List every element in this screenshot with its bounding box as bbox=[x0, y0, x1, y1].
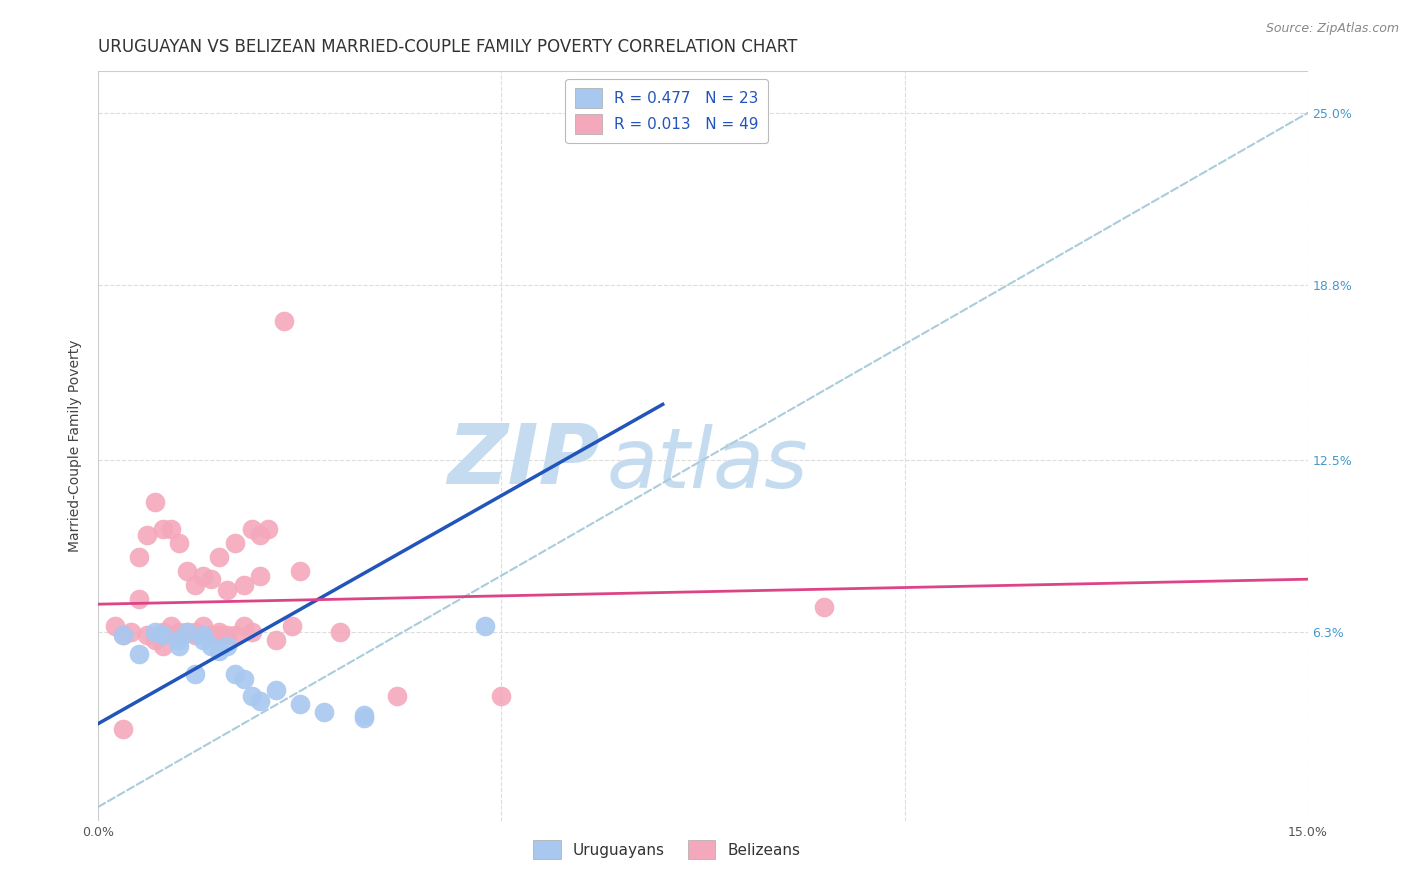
Point bbox=[184, 578, 207, 592]
Point bbox=[143, 494, 166, 508]
Point bbox=[152, 628, 174, 642]
Point bbox=[167, 628, 190, 642]
Point bbox=[232, 672, 254, 686]
Point bbox=[111, 628, 134, 642]
Point bbox=[813, 599, 835, 614]
Point bbox=[217, 583, 239, 598]
Point bbox=[184, 666, 207, 681]
Point bbox=[167, 633, 190, 648]
Y-axis label: Married-Couple Family Poverty: Married-Couple Family Poverty bbox=[69, 340, 83, 552]
Point bbox=[176, 564, 198, 578]
Point bbox=[103, 619, 125, 633]
Point bbox=[249, 569, 271, 583]
Text: atlas: atlas bbox=[606, 425, 808, 505]
Point bbox=[232, 619, 254, 633]
Point bbox=[111, 628, 134, 642]
Point bbox=[256, 522, 278, 536]
Point bbox=[314, 706, 336, 720]
Point bbox=[264, 683, 287, 698]
Point bbox=[281, 619, 304, 633]
Point bbox=[217, 628, 239, 642]
Point bbox=[491, 689, 513, 703]
Point bbox=[184, 624, 207, 639]
Point bbox=[474, 619, 496, 633]
Point bbox=[160, 619, 183, 633]
Point bbox=[217, 639, 239, 653]
Text: ZIP: ZIP bbox=[447, 420, 600, 501]
Point bbox=[176, 624, 198, 639]
Point bbox=[288, 697, 311, 711]
Legend: Uruguayans, Belizeans: Uruguayans, Belizeans bbox=[527, 834, 807, 865]
Point bbox=[128, 647, 150, 661]
Point bbox=[193, 633, 215, 648]
Point bbox=[143, 624, 166, 639]
Point bbox=[193, 628, 215, 642]
Point bbox=[329, 624, 352, 639]
Point bbox=[232, 578, 254, 592]
Point bbox=[208, 624, 231, 639]
Point bbox=[152, 522, 174, 536]
Point bbox=[167, 624, 190, 639]
Point bbox=[160, 522, 183, 536]
Point bbox=[385, 689, 408, 703]
Point bbox=[249, 528, 271, 542]
Text: Source: ZipAtlas.com: Source: ZipAtlas.com bbox=[1265, 22, 1399, 36]
Text: URUGUAYAN VS BELIZEAN MARRIED-COUPLE FAMILY POVERTY CORRELATION CHART: URUGUAYAN VS BELIZEAN MARRIED-COUPLE FAM… bbox=[98, 38, 797, 56]
Point bbox=[128, 549, 150, 564]
Point bbox=[273, 314, 295, 328]
Point bbox=[176, 624, 198, 639]
Point bbox=[143, 633, 166, 648]
Point bbox=[128, 591, 150, 606]
Point bbox=[120, 624, 142, 639]
Point bbox=[208, 644, 231, 658]
Point bbox=[224, 536, 246, 550]
Point bbox=[288, 564, 311, 578]
Point bbox=[135, 528, 157, 542]
Point bbox=[200, 639, 222, 653]
Point bbox=[111, 722, 134, 736]
Point bbox=[200, 572, 222, 586]
Point bbox=[224, 628, 246, 642]
Point bbox=[167, 536, 190, 550]
Point bbox=[193, 569, 215, 583]
Point bbox=[208, 549, 231, 564]
Point bbox=[200, 628, 222, 642]
Point bbox=[240, 689, 263, 703]
Point bbox=[167, 639, 190, 653]
Point bbox=[224, 666, 246, 681]
Point bbox=[249, 694, 271, 708]
Point bbox=[135, 628, 157, 642]
Point bbox=[264, 633, 287, 648]
Point bbox=[240, 522, 263, 536]
Point bbox=[240, 624, 263, 639]
Point bbox=[184, 628, 207, 642]
Point bbox=[152, 639, 174, 653]
Point bbox=[208, 628, 231, 642]
Point bbox=[353, 708, 375, 723]
Point bbox=[353, 711, 375, 725]
Point bbox=[193, 619, 215, 633]
Point bbox=[152, 624, 174, 639]
